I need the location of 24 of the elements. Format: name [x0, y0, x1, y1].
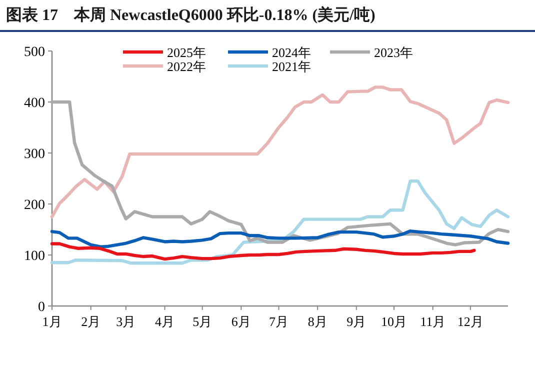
legend-label: 2021年 [272, 59, 311, 74]
x-tick-label: 3月 [116, 314, 136, 329]
y-tick-label: 0 [38, 300, 45, 315]
x-tick-label: 4月 [154, 314, 174, 329]
legend-label: 2024年 [272, 45, 311, 60]
x-tick-label: 9月 [346, 314, 366, 329]
x-tick-label: 8月 [308, 314, 328, 329]
chart-title: 图表 17 本周 NewcastleQ6000 环比-0.18% (美元/吨) [6, 5, 376, 24]
legend-label: 2025年 [167, 45, 206, 60]
x-tick-label: 11月 [420, 314, 446, 329]
x-tick-label: 12月 [457, 314, 484, 329]
y-tick-label: 400 [24, 96, 45, 111]
y-tick-label: 300 [24, 147, 45, 162]
x-tick-label: 5月 [192, 314, 212, 329]
y-tick-label: 500 [24, 45, 45, 60]
y-tick-label: 100 [24, 249, 45, 264]
y-tick-label: 200 [24, 198, 45, 213]
legend-label: 2023年 [374, 45, 413, 60]
legend-label: 2022年 [167, 59, 206, 74]
x-tick-label: 10月 [381, 314, 407, 329]
x-tick-label: 7月 [268, 314, 288, 329]
x-tick-label: 2月 [81, 314, 101, 329]
x-tick-label: 6月 [231, 314, 251, 329]
x-tick-label: 1月 [42, 314, 62, 329]
